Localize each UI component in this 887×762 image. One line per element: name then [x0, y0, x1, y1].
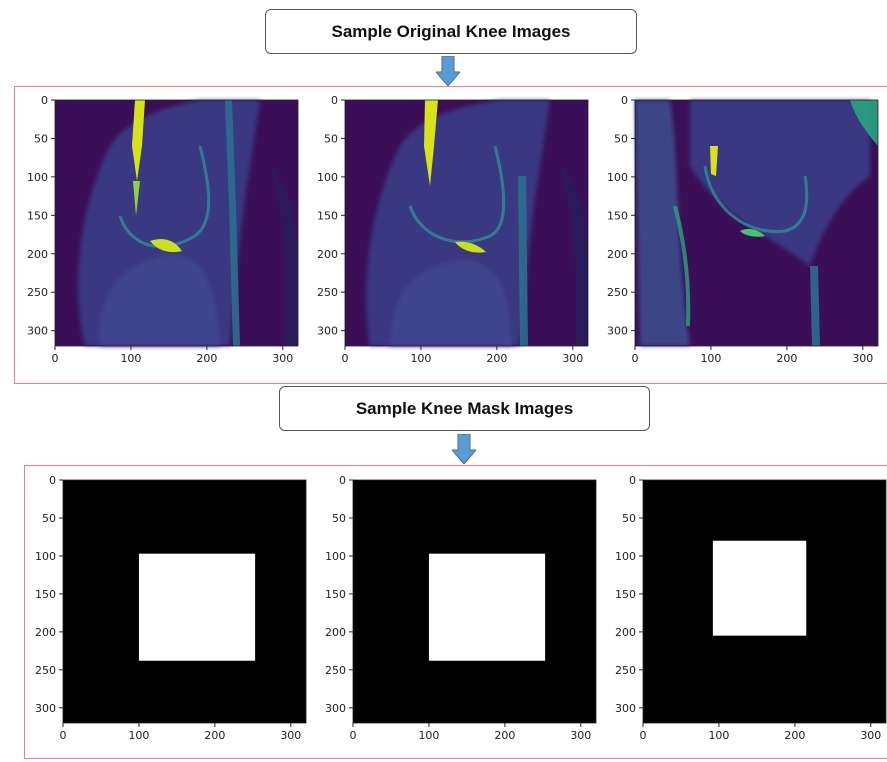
original-images-title: Sample Original Knee Images [265, 9, 637, 54]
y-tick-label: 300 [615, 702, 636, 715]
y-tick-label: 150 [615, 588, 636, 601]
y-tick-label: 100 [35, 550, 56, 563]
y-tick-label: 150 [317, 209, 338, 222]
x-tick-label: 0 [632, 352, 639, 365]
x-tick-label: 100 [418, 729, 439, 742]
x-tick-label: 0 [640, 729, 647, 742]
y-tick-label: 300 [35, 702, 56, 715]
x-tick-label: 100 [410, 352, 431, 365]
y-tick-label: 200 [607, 248, 628, 261]
y-tick-label: 100 [27, 171, 48, 184]
y-tick-label: 150 [27, 209, 48, 222]
y-tick-label: 50 [42, 512, 56, 525]
x-tick-label: 200 [486, 352, 507, 365]
knee-mri-image [55, 100, 298, 346]
y-tick-label: 300 [27, 325, 48, 338]
axes-frame [352, 479, 597, 724]
knee-mri-plot-1: 0 50 100 150 200 250 300 0 100 200 300 [27, 94, 299, 365]
x-tick-label: 0 [60, 729, 67, 742]
y-tick-label: 200 [35, 626, 56, 639]
x-tick-label: 100 [700, 352, 721, 365]
y-tick-label: 100 [317, 171, 338, 184]
original-images-panel [14, 86, 887, 384]
y-tick-label: 50 [614, 132, 628, 145]
y-tick-label: 100 [325, 550, 346, 563]
y-tick-label: 0 [621, 94, 628, 107]
knee-mri-image [635, 100, 878, 346]
mask-images-panel [24, 465, 887, 759]
x-tick-label: 0 [52, 352, 59, 365]
x-tick-label: 200 [776, 352, 797, 365]
knee-mask-plot-2: 0 50 100 150 200 250 300 0 100 200 300 [325, 474, 597, 742]
y-tick-label: 200 [615, 626, 636, 639]
y-tick-label: 0 [41, 94, 48, 107]
y-tick-label: 0 [339, 474, 346, 487]
y-tick-label: 300 [607, 325, 628, 338]
x-tick-label: 200 [494, 729, 515, 742]
y-tick-label: 250 [615, 664, 636, 677]
y-tick-label: 0 [49, 474, 56, 487]
y-tick-label: 0 [331, 94, 338, 107]
x-tick-label: 100 [120, 352, 141, 365]
knee-mri-plot-2: 0 50 100 150 200 250 300 0 100 200 300 [317, 94, 589, 365]
x-tick-label: 0 [342, 352, 349, 365]
mask-square [138, 553, 256, 661]
axes-frame [54, 99, 299, 347]
y-tick-label: 300 [317, 325, 338, 338]
y-tick-label: 250 [27, 286, 48, 299]
x-tick-label: 200 [196, 352, 217, 365]
mask-square [712, 540, 807, 636]
x-tick-label: 0 [350, 729, 357, 742]
y-tick-label: 100 [615, 550, 636, 563]
x-tick-label: 300 [272, 352, 293, 365]
y-tick-label: 200 [27, 248, 48, 261]
axes-frame [634, 99, 879, 347]
x-tick-label: 100 [708, 729, 729, 742]
y-tick-label: 300 [325, 702, 346, 715]
x-tick-label: 300 [852, 352, 873, 365]
y-tick-label: 250 [325, 664, 346, 677]
y-tick-label: 200 [325, 626, 346, 639]
y-tick-label: 250 [607, 286, 628, 299]
axes-frame [344, 99, 589, 347]
mask-images-title: Sample Knee Mask Images [279, 386, 650, 431]
y-tick-label: 50 [34, 132, 48, 145]
down-arrow-icon [452, 434, 476, 464]
y-tick-label: 150 [325, 588, 346, 601]
x-tick-label: 300 [562, 352, 583, 365]
x-tick-label: 300 [280, 729, 301, 742]
y-tick-label: 50 [622, 512, 636, 525]
mask-square [428, 553, 546, 661]
x-tick-label: 300 [860, 729, 881, 742]
y-tick-label: 150 [35, 588, 56, 601]
y-tick-label: 50 [332, 512, 346, 525]
x-tick-label: 200 [204, 729, 225, 742]
axes-frame [642, 479, 887, 724]
knee-mask-plot-1: 0 50 100 150 200 250 300 0 100 200 300 [35, 474, 307, 742]
x-tick-label: 200 [784, 729, 805, 742]
y-tick-label: 250 [35, 664, 56, 677]
x-tick-label: 300 [570, 729, 591, 742]
knee-mri-plot-3: 0 50 100 150 200 250 300 0 100 200 300 [607, 94, 879, 365]
y-tick-label: 50 [324, 132, 338, 145]
y-tick-label: 200 [317, 248, 338, 261]
down-arrow-icon [436, 56, 460, 86]
y-tick-label: 0 [629, 474, 636, 487]
y-tick-label: 150 [607, 209, 628, 222]
y-tick-label: 100 [607, 171, 628, 184]
axes-frame [62, 479, 307, 724]
knee-mask-plot-3: 0 50 100 150 200 250 300 0 100 200 300 [615, 474, 887, 742]
knee-mri-image [345, 100, 588, 346]
y-tick-label: 250 [317, 286, 338, 299]
x-tick-label: 100 [128, 729, 149, 742]
